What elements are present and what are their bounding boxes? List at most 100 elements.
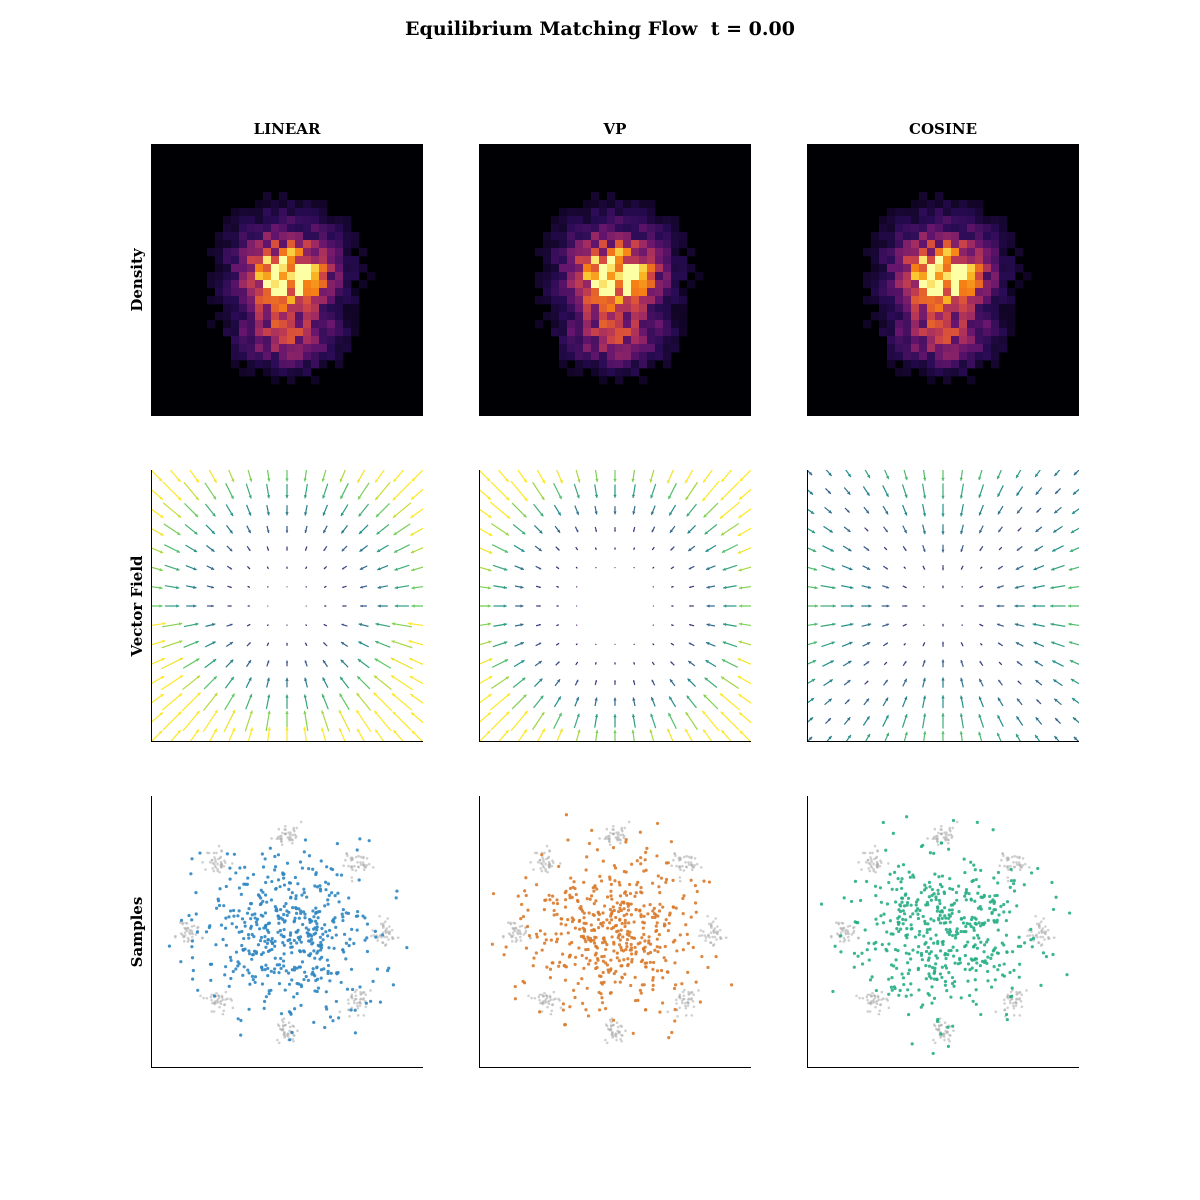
quiver-arrow [882, 505, 889, 515]
target-point [284, 824, 287, 828]
sample-point [1019, 944, 1023, 948]
sample-point [638, 908, 642, 912]
quiver-arrow [1033, 565, 1045, 571]
density-cell [919, 328, 928, 337]
sample-point [999, 904, 1003, 908]
sample-point [961, 921, 966, 925]
quiver-arrow [807, 697, 815, 704]
density-cell [679, 272, 688, 281]
density-cell [295, 328, 304, 337]
sample-point [258, 939, 263, 943]
density-cell [911, 208, 920, 217]
quiver-arrow [151, 622, 166, 627]
sample-point [259, 896, 263, 900]
target-point [880, 990, 884, 994]
density-cell [967, 352, 976, 361]
sample-point [904, 933, 908, 938]
quiver-arrow [882, 714, 889, 727]
quiver-arrow [265, 694, 271, 710]
quiver-arrow [807, 641, 818, 646]
density-cell [271, 376, 280, 385]
density-cell [287, 216, 296, 225]
density-cell [247, 328, 256, 337]
quiver-arrow [408, 639, 423, 646]
sample-point [1054, 895, 1058, 899]
sample-point [355, 928, 359, 932]
target-point [513, 922, 517, 925]
quiver-arrow [825, 717, 832, 724]
target-point [702, 930, 705, 933]
density-cell [335, 240, 344, 249]
density-cell [271, 248, 280, 257]
sample-point [970, 966, 974, 970]
quiver-arrow [960, 605, 964, 607]
sample-point [625, 932, 629, 936]
quiver-arrow [305, 586, 307, 588]
quiver-arrow [493, 585, 508, 590]
density-cell [999, 272, 1008, 281]
quiver-arrow [903, 470, 908, 481]
target-point [946, 838, 950, 842]
density-cell [959, 336, 968, 345]
sample-point [831, 989, 835, 994]
target-point [1040, 929, 1043, 933]
target-point [621, 1034, 624, 1037]
density-cell [575, 240, 584, 249]
density-cell [271, 272, 280, 281]
density-cell [1007, 312, 1016, 321]
target-point [871, 851, 874, 855]
sample-point [254, 920, 258, 924]
sample-point [648, 960, 653, 964]
density-cell [615, 248, 624, 257]
sample-point [295, 991, 299, 996]
target-point [835, 921, 838, 924]
density-cell [887, 240, 896, 249]
sample-point [195, 930, 199, 934]
sample-point [962, 916, 966, 920]
sample-point [1008, 995, 1013, 999]
sample-point [612, 940, 616, 944]
target-point [885, 997, 888, 1001]
sample-point [681, 948, 685, 952]
density-cell [295, 232, 304, 241]
density-cell [639, 376, 648, 385]
sample-point [563, 964, 567, 968]
density-cell [639, 304, 648, 313]
density-cell [615, 232, 624, 241]
quiver-arrow [228, 470, 235, 483]
quiver-arrow [151, 693, 164, 704]
density-cell [935, 352, 944, 361]
sample-point [250, 913, 254, 917]
sample-point [311, 867, 315, 871]
density-cell [551, 256, 560, 265]
sample-point [318, 884, 322, 888]
density-cell [943, 288, 952, 297]
target-point [224, 990, 228, 994]
sample-point [341, 907, 345, 912]
sample-point [542, 908, 546, 912]
density-cell [935, 368, 944, 377]
target-point [279, 837, 283, 841]
density-cell [975, 320, 984, 329]
target-point [855, 994, 858, 998]
target-point [1014, 1004, 1018, 1008]
sample-point [304, 974, 308, 979]
density-cell [303, 200, 312, 209]
sample-point [337, 900, 341, 904]
target-point [607, 837, 611, 841]
sample-point [890, 988, 894, 992]
sample-point [373, 929, 377, 933]
density-cell [951, 352, 960, 361]
target-point [276, 835, 280, 839]
sample-point [578, 906, 582, 910]
density-cell [895, 248, 904, 257]
sample-point [634, 891, 638, 895]
density-cell [607, 208, 616, 217]
sample-point [345, 987, 350, 991]
density-cell [967, 304, 976, 313]
density-cell [287, 296, 296, 305]
quiver-arrow [162, 711, 182, 731]
target-point [617, 831, 620, 834]
density-cell [311, 376, 320, 385]
sample-point [293, 916, 297, 920]
